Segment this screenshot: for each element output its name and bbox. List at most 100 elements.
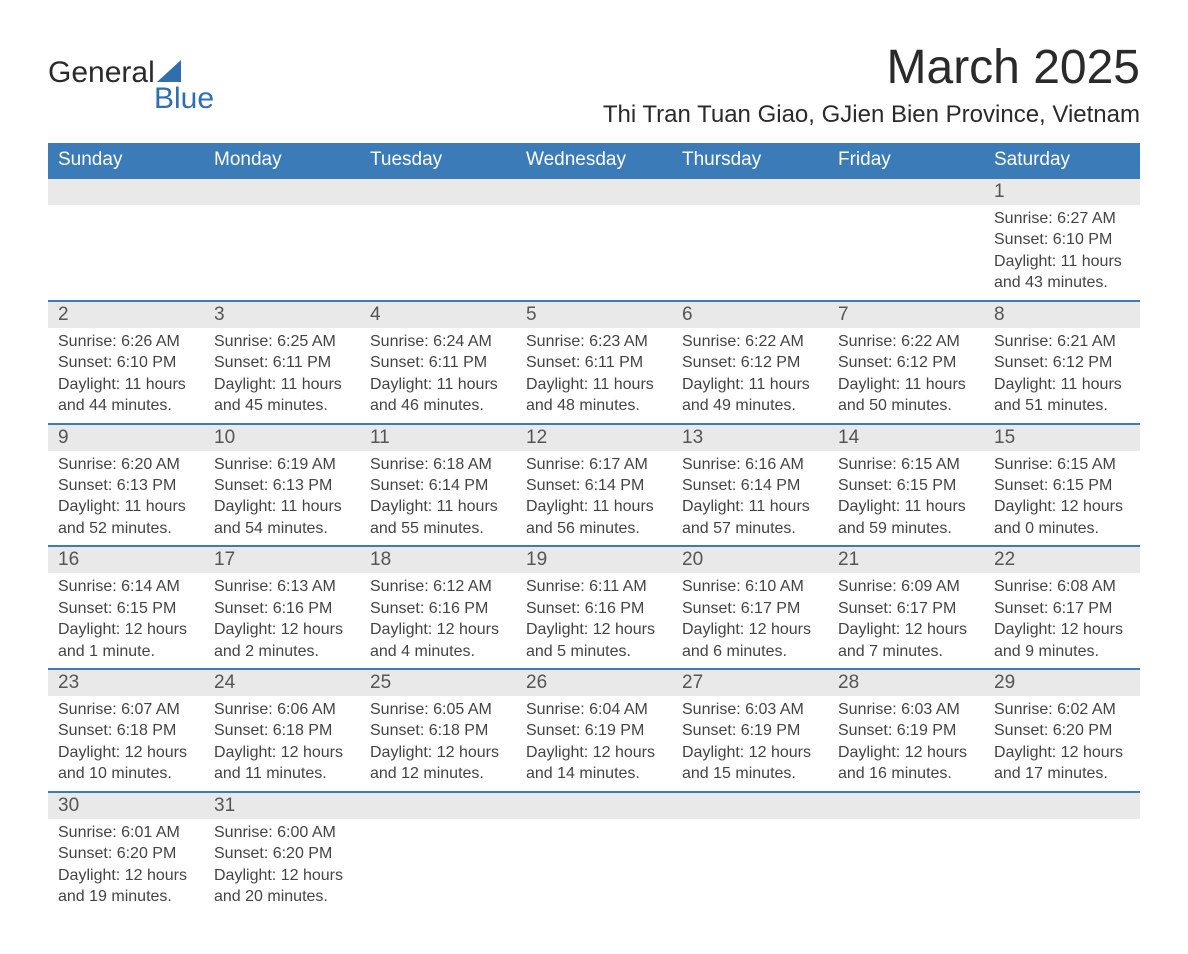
day-cell: 16Sunrise: 6:14 AMSunset: 6:15 PMDayligh… — [48, 545, 204, 668]
daylight1-text: Daylight: 12 hours — [58, 742, 194, 763]
day-body: Sunrise: 6:03 AMSunset: 6:19 PMDaylight:… — [672, 696, 828, 787]
daylight1-text: Daylight: 12 hours — [526, 619, 662, 640]
dow-cell: Thursday — [672, 143, 828, 177]
sunset-text: Sunset: 6:12 PM — [838, 352, 974, 373]
day-body: Sunrise: 6:14 AMSunset: 6:15 PMDaylight:… — [48, 573, 204, 664]
day-body: Sunrise: 6:15 AMSunset: 6:15 PMDaylight:… — [984, 451, 1140, 542]
sunset-text: Sunset: 6:19 PM — [682, 720, 818, 741]
daylight2-text: and 44 minutes. — [58, 395, 194, 416]
sunset-text: Sunset: 6:17 PM — [994, 598, 1130, 619]
daylight1-text: Daylight: 11 hours — [682, 496, 818, 517]
day-number — [672, 791, 828, 819]
daylight2-text: and 10 minutes. — [58, 763, 194, 784]
day-number: 8 — [984, 300, 1140, 328]
daylight2-text: and 43 minutes. — [994, 272, 1130, 293]
daylight1-text: Daylight: 12 hours — [214, 619, 350, 640]
sunrise-text: Sunrise: 6:07 AM — [58, 699, 194, 720]
sunrise-text: Sunrise: 6:01 AM — [58, 822, 194, 843]
day-body: Sunrise: 6:24 AMSunset: 6:11 PMDaylight:… — [360, 328, 516, 419]
day-cell — [360, 177, 516, 300]
day-cell — [360, 791, 516, 914]
sunrise-text: Sunrise: 6:13 AM — [214, 576, 350, 597]
daylight2-text: and 46 minutes. — [370, 395, 506, 416]
daylight2-text: and 19 minutes. — [58, 886, 194, 907]
day-cell: 18Sunrise: 6:12 AMSunset: 6:16 PMDayligh… — [360, 545, 516, 668]
logo-text-bottom: Blue — [48, 82, 214, 116]
sunrise-text: Sunrise: 6:14 AM — [58, 576, 194, 597]
day-number: 9 — [48, 423, 204, 451]
day-number: 10 — [204, 423, 360, 451]
day-body: Sunrise: 6:27 AMSunset: 6:10 PMDaylight:… — [984, 205, 1140, 296]
sunrise-text: Sunrise: 6:22 AM — [838, 331, 974, 352]
day-cell: 19Sunrise: 6:11 AMSunset: 6:16 PMDayligh… — [516, 545, 672, 668]
day-cell — [672, 177, 828, 300]
day-cell: 24Sunrise: 6:06 AMSunset: 6:18 PMDayligh… — [204, 668, 360, 791]
day-body: Sunrise: 6:08 AMSunset: 6:17 PMDaylight:… — [984, 573, 1140, 664]
day-cell: 2Sunrise: 6:26 AMSunset: 6:10 PMDaylight… — [48, 300, 204, 423]
day-cell: 12Sunrise: 6:17 AMSunset: 6:14 PMDayligh… — [516, 423, 672, 546]
page-title: March 2025 — [603, 40, 1140, 95]
daylight2-text: and 20 minutes. — [214, 886, 350, 907]
day-number: 31 — [204, 791, 360, 819]
day-cell: 30Sunrise: 6:01 AMSunset: 6:20 PMDayligh… — [48, 791, 204, 914]
sunrise-text: Sunrise: 6:15 AM — [994, 454, 1130, 475]
day-cell: 23Sunrise: 6:07 AMSunset: 6:18 PMDayligh… — [48, 668, 204, 791]
day-number: 27 — [672, 668, 828, 696]
sunset-text: Sunset: 6:13 PM — [214, 475, 350, 496]
sunrise-text: Sunrise: 6:15 AM — [838, 454, 974, 475]
title-block: March 2025 Thi Tran Tuan Giao, GJien Bie… — [603, 40, 1140, 129]
sunset-text: Sunset: 6:16 PM — [370, 598, 506, 619]
daylight2-text: and 59 minutes. — [838, 518, 974, 539]
sunset-text: Sunset: 6:11 PM — [214, 352, 350, 373]
day-body: Sunrise: 6:07 AMSunset: 6:18 PMDaylight:… — [48, 696, 204, 787]
sunset-text: Sunset: 6:15 PM — [58, 598, 194, 619]
dow-cell: Friday — [828, 143, 984, 177]
day-body — [828, 205, 984, 210]
daylight1-text: Daylight: 11 hours — [682, 374, 818, 395]
sunrise-text: Sunrise: 6:23 AM — [526, 331, 662, 352]
day-number: 26 — [516, 668, 672, 696]
sunrise-text: Sunrise: 6:09 AM — [838, 576, 974, 597]
daylight2-text: and 48 minutes. — [526, 395, 662, 416]
day-number: 15 — [984, 423, 1140, 451]
sunrise-text: Sunrise: 6:20 AM — [58, 454, 194, 475]
logo: General Blue — [48, 40, 214, 116]
sunrise-text: Sunrise: 6:16 AM — [682, 454, 818, 475]
day-cell: 1Sunrise: 6:27 AMSunset: 6:10 PMDaylight… — [984, 177, 1140, 300]
sunset-text: Sunset: 6:20 PM — [214, 843, 350, 864]
sunset-text: Sunset: 6:10 PM — [994, 229, 1130, 250]
day-body — [984, 819, 1140, 824]
day-body — [516, 819, 672, 824]
daylight1-text: Daylight: 11 hours — [994, 251, 1130, 272]
dow-cell: Wednesday — [516, 143, 672, 177]
day-body: Sunrise: 6:18 AMSunset: 6:14 PMDaylight:… — [360, 451, 516, 542]
sunset-text: Sunset: 6:18 PM — [58, 720, 194, 741]
week-row: 9Sunrise: 6:20 AMSunset: 6:13 PMDaylight… — [48, 423, 1140, 546]
day-number — [984, 791, 1140, 819]
day-number: 30 — [48, 791, 204, 819]
daylight1-text: Daylight: 12 hours — [58, 619, 194, 640]
daylight1-text: Daylight: 11 hours — [214, 496, 350, 517]
day-cell: 22Sunrise: 6:08 AMSunset: 6:17 PMDayligh… — [984, 545, 1140, 668]
sunrise-text: Sunrise: 6:04 AM — [526, 699, 662, 720]
sunrise-text: Sunrise: 6:12 AM — [370, 576, 506, 597]
day-number: 1 — [984, 177, 1140, 205]
daylight1-text: Daylight: 12 hours — [214, 865, 350, 886]
daylight2-text: and 45 minutes. — [214, 395, 350, 416]
sunrise-text: Sunrise: 6:22 AM — [682, 331, 818, 352]
daylight1-text: Daylight: 11 hours — [58, 496, 194, 517]
daylight1-text: Daylight: 11 hours — [214, 374, 350, 395]
day-body: Sunrise: 6:19 AMSunset: 6:13 PMDaylight:… — [204, 451, 360, 542]
dow-cell: Tuesday — [360, 143, 516, 177]
daylight2-text: and 11 minutes. — [214, 763, 350, 784]
daylight2-text: and 2 minutes. — [214, 641, 350, 662]
day-number — [672, 177, 828, 205]
sunset-text: Sunset: 6:10 PM — [58, 352, 194, 373]
day-cell: 10Sunrise: 6:19 AMSunset: 6:13 PMDayligh… — [204, 423, 360, 546]
day-number: 14 — [828, 423, 984, 451]
sunset-text: Sunset: 6:15 PM — [838, 475, 974, 496]
day-body: Sunrise: 6:13 AMSunset: 6:16 PMDaylight:… — [204, 573, 360, 664]
day-cell: 14Sunrise: 6:15 AMSunset: 6:15 PMDayligh… — [828, 423, 984, 546]
daylight2-text: and 7 minutes. — [838, 641, 974, 662]
daylight2-text: and 52 minutes. — [58, 518, 194, 539]
